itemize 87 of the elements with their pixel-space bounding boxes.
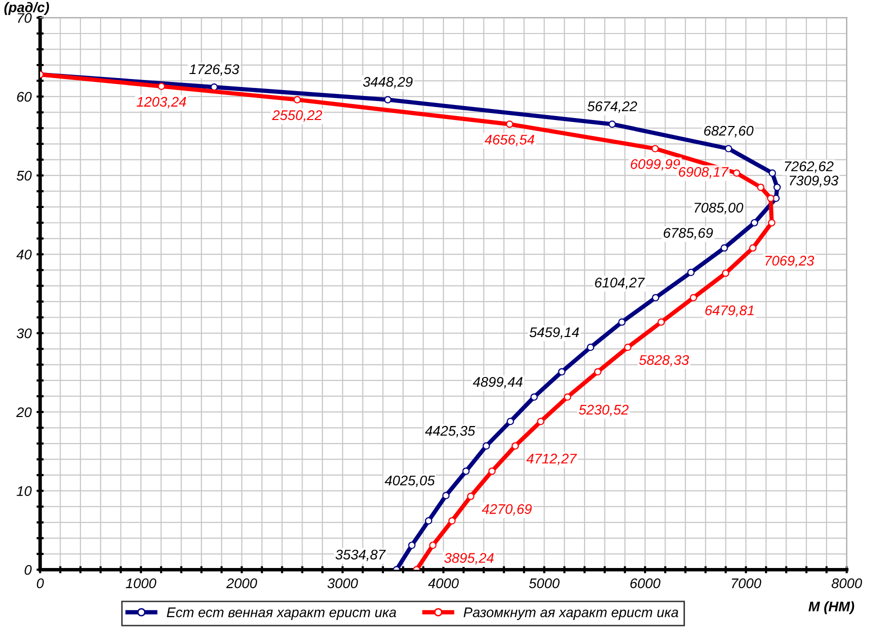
point [720, 244, 728, 252]
y-tick-label: 30 [16, 328, 32, 338]
x-tick-label: 0 [36, 578, 44, 588]
point [767, 194, 774, 202]
point [724, 144, 732, 152]
point [773, 184, 781, 191]
x-tick-label: 1000 [126, 578, 156, 588]
x-tick-label: 3000 [327, 578, 358, 588]
annotation: 5674,22 [587, 101, 638, 113]
annotation: 5230,52 [578, 404, 629, 416]
annotation: 4425,35 [425, 426, 476, 438]
point [652, 294, 660, 302]
y-tick-label: 60 [17, 92, 32, 102]
annotation: 4656,54 [484, 134, 534, 146]
annotation: 5828,33 [639, 355, 689, 367]
annotation: 6785,69 [664, 228, 713, 240]
y-tick-label: 40 [16, 250, 32, 260]
annotation: 2550,22 [272, 110, 322, 122]
annotation: 6827,60 [704, 126, 754, 138]
point [429, 542, 437, 549]
annotation: 3448,29 [363, 76, 413, 88]
point [687, 268, 695, 276]
point [448, 517, 456, 524]
point [732, 169, 740, 177]
annotation: 4270,69 [482, 504, 532, 516]
point [690, 294, 698, 302]
annotation: 7069,23 [765, 256, 814, 268]
annotation: 6099,99 [630, 159, 680, 171]
y-tick-label: 50 [16, 170, 32, 181]
point [530, 393, 538, 401]
point [424, 517, 432, 524]
annotation: 5459,14 [530, 327, 579, 339]
x-tick-label: 5000 [529, 578, 560, 588]
point [506, 418, 514, 426]
point [488, 467, 496, 475]
point [651, 144, 659, 152]
point [594, 368, 602, 376]
annotation: 6908,17 [678, 166, 729, 178]
x-tick-label: 8000 [832, 578, 862, 588]
point [506, 120, 514, 128]
y-axis-title: (рад/с) [4, 2, 50, 15]
x-tick-label: 7000 [732, 578, 762, 588]
legend-label: Ест ест венная характ ерист ика [166, 608, 396, 620]
annotation: 1726,53 [189, 64, 240, 76]
annotation: 4899,44 [472, 377, 522, 388]
point [384, 96, 392, 104]
point [462, 467, 470, 475]
point [537, 418, 544, 426]
point [749, 244, 757, 252]
annotation: 6479,81 [705, 305, 754, 317]
annotation: 6104,27 [595, 278, 645, 290]
annotation: 7309,93 [790, 176, 838, 188]
point [294, 96, 301, 104]
point [408, 542, 416, 549]
point [757, 184, 764, 191]
x-axis-title: M (НМ) [808, 601, 854, 614]
point [564, 393, 572, 401]
x-tick-label: 4000 [428, 578, 459, 588]
point [467, 492, 474, 500]
annotation: 4025,05 [384, 476, 435, 488]
point [512, 442, 519, 450]
point [558, 368, 566, 376]
annotation: 7085,00 [694, 202, 744, 214]
point [624, 344, 632, 352]
y-tick-label: 70 [18, 13, 32, 23]
x-tick-label: 6000 [630, 578, 660, 588]
point [768, 219, 776, 226]
annotation: 7262,62 [784, 161, 834, 173]
point [658, 318, 665, 326]
point [768, 169, 776, 177]
point [608, 120, 616, 128]
x-tick-label: 2000 [226, 578, 258, 588]
point [442, 492, 450, 500]
point [722, 270, 730, 277]
point [158, 82, 166, 90]
y-tick-label: 10 [16, 486, 32, 496]
annotation: 1203,24 [136, 96, 186, 108]
annotation: 3895,24 [444, 553, 494, 565]
point [482, 442, 490, 450]
y-tick-label: 20 [16, 407, 32, 418]
point [618, 318, 626, 326]
annotation: 4712,27 [526, 454, 577, 466]
annotation: 3534,87 [336, 550, 386, 562]
point [586, 344, 594, 352]
legend-label: Разомкнут ая характ ерист ика [464, 608, 678, 620]
point [750, 219, 758, 226]
y-tick-label: 0 [24, 565, 32, 575]
